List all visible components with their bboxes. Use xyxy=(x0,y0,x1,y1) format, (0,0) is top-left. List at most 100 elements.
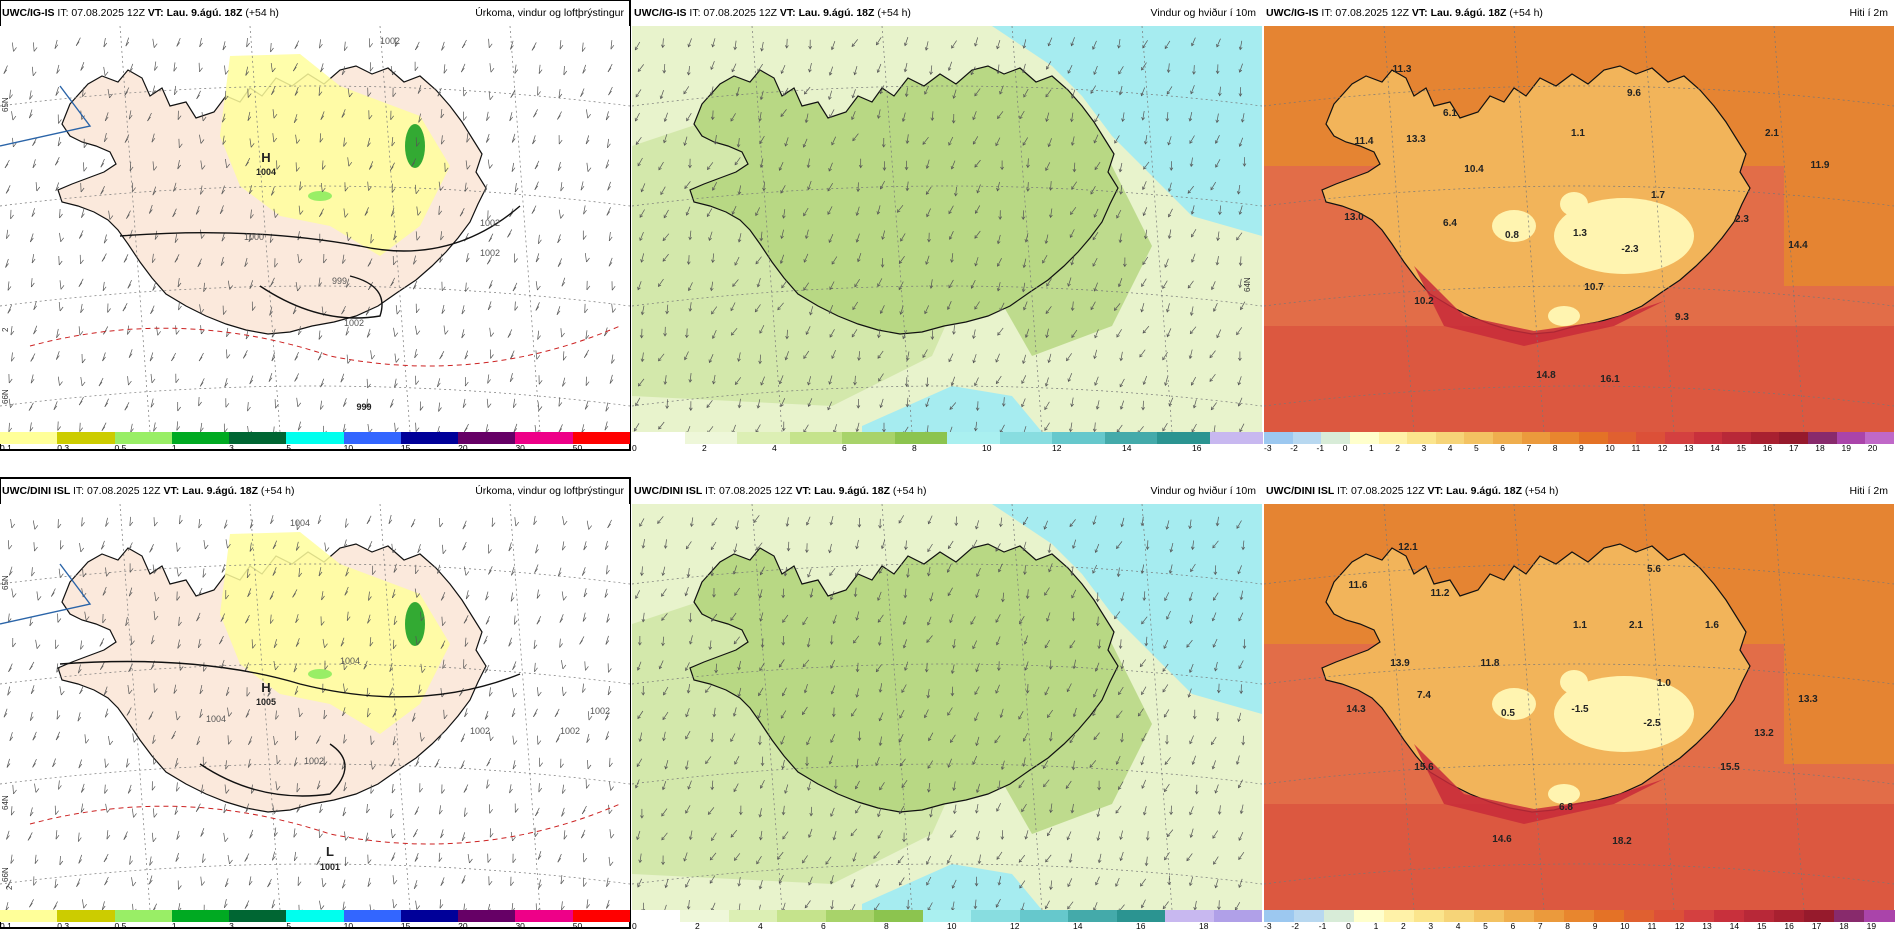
wind-barb-flag xyxy=(102,618,106,624)
wind-arrow xyxy=(831,40,836,50)
map-canvas[interactable]: 64N xyxy=(632,26,1262,432)
wind-arrow xyxy=(1162,423,1168,431)
wind-arrowhead xyxy=(1189,740,1193,745)
wind-barb-flag xyxy=(133,738,138,743)
wind-arrow xyxy=(1050,803,1053,813)
wind-arrowhead xyxy=(1140,904,1145,909)
colorbar: -3 -2 -1 0 1 2 3 4 5 6 7 8 9 10 11 12 13 14 15 16 17 18 19 20 xyxy=(1264,432,1895,453)
wind-barb-flag xyxy=(220,261,225,266)
wind-arrowhead xyxy=(777,856,781,860)
wind-arrow xyxy=(1089,760,1097,768)
map-area[interactable]: 1004 1004 1002 1004 1002 1002 1002 H 1005 L 1001 65… xyxy=(0,504,630,910)
wind-barb-flag xyxy=(29,811,34,817)
panel-dini-precip[interactable]: UWC/DINI ISL IT: 07.08.2025 12Z VT: Lau.… xyxy=(0,477,631,931)
map-area[interactable] xyxy=(632,504,1262,910)
wind-arrow xyxy=(755,207,761,216)
wind-arrow xyxy=(1142,181,1147,190)
wind-arrowhead xyxy=(758,360,762,365)
wind-arrow xyxy=(1209,350,1216,358)
wind-barb-flag xyxy=(127,789,132,794)
wind-barb-flag xyxy=(251,789,255,794)
wind-arrow xyxy=(1023,258,1027,268)
wind-arrowhead xyxy=(1238,617,1242,622)
wind-barb-flag xyxy=(223,310,227,315)
wind-barb-flag xyxy=(581,571,586,576)
wind-arrowhead xyxy=(1189,669,1193,674)
wind-barb-flag xyxy=(57,523,62,529)
wind-arrowhead xyxy=(974,691,978,695)
latitude-label: 66N xyxy=(1,867,10,882)
panel-igis-precip[interactable]: UWC/IG-IS IT: 07.08.2025 12Z VT: Lau. 9.… xyxy=(0,0,631,453)
wind-barb-flag xyxy=(588,715,593,721)
panel-igis-temp[interactable]: UWC/IG-IS IT: 07.08.2025 12Z VT: Lau. 9.… xyxy=(1264,0,1895,453)
wind-barb-flag xyxy=(274,213,279,218)
temperature-label: 11.4 xyxy=(1355,136,1374,147)
wind-barb-flag xyxy=(33,305,37,311)
wind-arrowhead xyxy=(663,545,668,549)
colorbar-swatch xyxy=(1294,910,1325,922)
wind-barb-flag xyxy=(5,189,10,194)
wind-arrowhead xyxy=(784,45,789,49)
wind-arrowhead xyxy=(1140,570,1145,574)
wind-arrowhead xyxy=(906,906,910,910)
wind-arrow xyxy=(661,808,668,817)
wind-arrow xyxy=(249,375,254,385)
wind-barb-flag xyxy=(128,667,132,673)
wind-barb-flag xyxy=(609,861,614,867)
wind-arrow xyxy=(221,185,225,195)
wind-arrowhead xyxy=(755,212,759,217)
wind-arrow xyxy=(1238,831,1244,841)
wind-arrowhead xyxy=(974,382,978,387)
wind-arrow xyxy=(605,159,610,169)
wind-barb-flag xyxy=(371,354,376,360)
wind-arrow xyxy=(200,784,204,794)
wind-arrow xyxy=(342,423,346,432)
wind-arrowhead xyxy=(855,809,859,814)
panel-dini-wind[interactable]: UWC/DINI ISL IT: 07.08.2025 12Z VT: Lau.… xyxy=(632,478,1263,931)
wind-barb-flag xyxy=(56,333,60,339)
wind-barb-flag xyxy=(537,335,541,340)
wind-arrow xyxy=(1048,543,1051,553)
wind-arrowhead xyxy=(641,908,646,910)
map-canvas[interactable] xyxy=(632,504,1262,910)
wind-barb-flag xyxy=(245,713,250,718)
isobar-label: 999 xyxy=(332,276,347,286)
map-area[interactable]: 1002 1002 1000 999 1002 1002 H 1004 999 65N 66N 2 xyxy=(0,26,630,432)
wind-arrow xyxy=(340,637,345,647)
wind-barb-flag xyxy=(30,378,35,384)
wind-arrowhead xyxy=(1071,594,1075,599)
map-canvas[interactable]: 11.36.19.611.4 13.31.1 2.110.4 11.91.713.06… xyxy=(1264,26,1894,432)
wind-arrowhead xyxy=(1094,166,1098,171)
wind-arrow xyxy=(153,517,155,527)
wind-arrowhead xyxy=(737,358,741,362)
strong-wind-region xyxy=(992,504,1262,714)
wind-arrowhead xyxy=(995,619,999,623)
wind-arrow xyxy=(370,784,372,794)
temperature-label: 2.1 xyxy=(1629,620,1643,631)
wind-barb-flag xyxy=(102,356,106,362)
wind-barb-flag xyxy=(341,70,346,76)
wind-barb-flag xyxy=(135,908,137,910)
wind-arrowhead xyxy=(902,838,906,843)
map-canvas[interactable]: 12.15.611.611.22.11.1 1.613.9 11.81.07.414… xyxy=(1264,504,1894,910)
wind-arrow xyxy=(1187,280,1194,289)
panel-igis-wind[interactable]: UWC/IG-IS IT: 07.08.2025 12Z VT: Lau. 9.… xyxy=(632,0,1263,453)
map-area[interactable]: 11.3 6.1 9.6 11.4 13.3 1.1 2.1 10.4 11.9 1.7 13.0 6… xyxy=(1264,26,1894,432)
wind-arrowhead xyxy=(1212,835,1216,839)
map-area[interactable]: 12.1 5.6 11.6 11.2 2.1 1.1 1.6 13.9 11.8 1.0 7.4 14… xyxy=(1264,504,1894,910)
wind-arrow xyxy=(663,63,666,73)
wind-barb-flag xyxy=(606,904,610,909)
panel-dini-temp[interactable]: UWC/DINI ISL IT: 07.08.2025 12Z VT: Lau.… xyxy=(1264,478,1895,931)
wind-arrow xyxy=(951,160,956,170)
wind-arrow xyxy=(1164,852,1170,860)
wind-arrowhead xyxy=(875,668,880,673)
wind-arrowhead xyxy=(900,238,904,242)
wind-arrow xyxy=(196,736,200,746)
wind-arrow xyxy=(833,831,837,840)
map-area[interactable]: 64N xyxy=(632,26,1262,432)
wind-arrow xyxy=(777,851,784,860)
wind-arrowhead xyxy=(1048,738,1053,742)
wind-arrowhead xyxy=(1094,668,1099,672)
